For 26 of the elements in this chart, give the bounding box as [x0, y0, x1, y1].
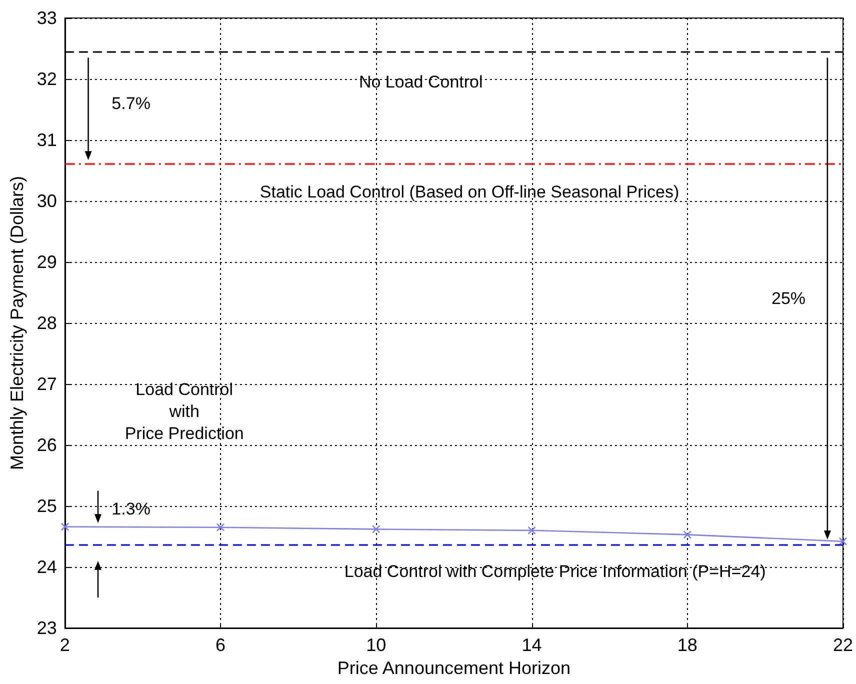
y-tick-label: 25: [36, 496, 57, 516]
ref-line-label: No Load Control: [358, 72, 483, 92]
x-axis-title: Price Announcement Horizon: [337, 658, 571, 678]
annotation: 5.7%: [112, 94, 150, 113]
ref-line-label: Load Control with Complete Price Information (P=H=24): [344, 562, 766, 581]
annotation: Load Control with Price Prediction: [124, 380, 244, 443]
y-tick-label: 32: [36, 69, 57, 89]
annotation: 25%: [772, 289, 806, 308]
y-tick-label: 30: [36, 191, 57, 211]
y-tick-label: 33: [36, 8, 57, 28]
y-tick-label: 28: [36, 313, 57, 333]
annotation: 1.3%: [112, 500, 150, 519]
y-tick-label: 29: [36, 252, 57, 272]
x-tick-label: 22: [832, 635, 854, 655]
y-tick-label: 24: [36, 557, 57, 577]
y-axis-title: Monthly Electricity Payment (Dollars): [7, 176, 27, 470]
y-tick-label: 27: [36, 374, 57, 394]
x-tick-label: 10: [366, 635, 386, 655]
y-tick-label: 26: [36, 435, 57, 455]
x-tick-label: 6: [216, 635, 226, 655]
x-tick-label: 14: [522, 635, 542, 655]
y-tick-label: 23: [36, 618, 57, 638]
ref-line-label: Static Load Control (Based on Off-line Seasonal Prices): [260, 182, 680, 202]
y-tick-label: 31: [36, 130, 57, 150]
x-tick-label: 2: [60, 635, 70, 655]
x-tick-label: 18: [677, 635, 698, 655]
